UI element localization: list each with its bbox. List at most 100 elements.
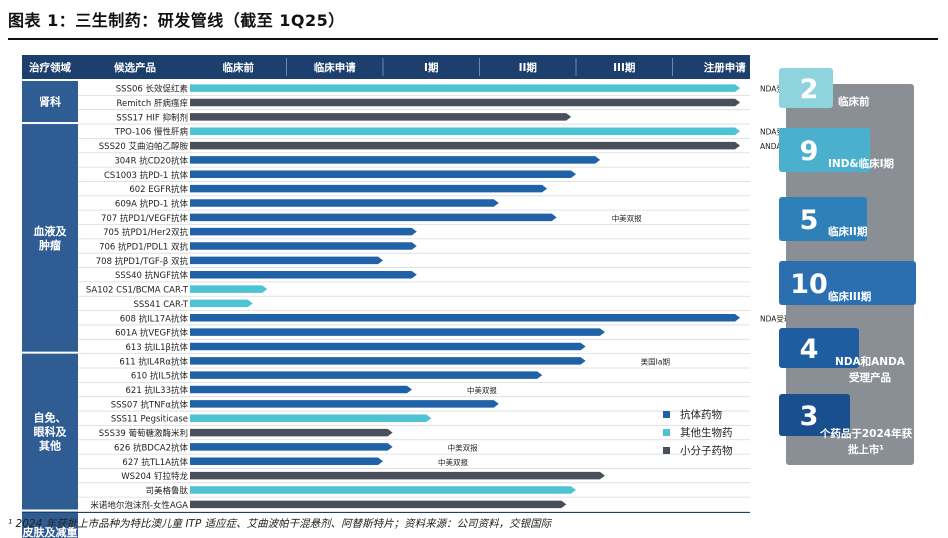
product-name: 613 抗IL1β抗体 [125, 342, 188, 353]
header-label: I期 [424, 61, 438, 74]
pipeline-bar [190, 457, 383, 466]
pipeline-bar [190, 443, 393, 451]
product-name: SSS07 抗TNFα抗体 [111, 399, 189, 410]
pipeline-bar [190, 270, 417, 279]
product-name: SSS17 HIF 抑制剂 [116, 112, 188, 123]
pipeline-bar [190, 170, 576, 179]
product-name: 司美格鲁肽 [145, 485, 188, 496]
product-name: CS1003 抗PD-1 抗体 [104, 170, 189, 181]
area-block [22, 353, 78, 510]
product-name: 601A 抗VEGF抗体 [115, 328, 188, 339]
product-name: SSS39 葡萄糖激酶米利 [99, 428, 188, 439]
pipeline-bar [190, 328, 605, 336]
product-name: 705 抗PD1/Her2双抗 [103, 227, 188, 238]
pipeline-bar [190, 285, 268, 293]
summary-tile [779, 394, 850, 436]
bar-annotation: 中美双报 [612, 213, 642, 223]
area-label: 肿瘤 [39, 238, 61, 252]
product-name: 304R 抗CD20抗体 [114, 155, 188, 166]
product-name: 602 EGFR抗体 [129, 184, 188, 195]
summary-number: 4 [800, 334, 819, 365]
legend-swatch [663, 447, 670, 454]
pipeline-bar [190, 113, 572, 121]
product-name: SSS11 Pegsiticase [111, 415, 188, 425]
product-name: 627 抗TL1A抗体 [122, 457, 188, 468]
product-name: 611 抗IL4Rα抗体 [119, 356, 188, 367]
area-block [22, 124, 78, 352]
product-name: 621 抗IL33抗体 [126, 385, 189, 396]
pipeline-bar [190, 400, 499, 408]
pipeline-bar [190, 227, 417, 236]
table-header [22, 55, 750, 79]
area-label: 肾科 [39, 95, 61, 109]
area-label: 眼科及 [34, 425, 68, 439]
summary-label: 临床II期 [828, 225, 867, 238]
summary-number: 9 [800, 136, 819, 167]
product-name: 609A 抗PD-1 抗体 [115, 198, 189, 209]
bar-annotation: 美国Ia期 [641, 356, 670, 366]
legend-label: 小分子药物 [680, 444, 733, 457]
summary-label: 临床III期 [828, 290, 871, 303]
summary-tile [779, 68, 833, 108]
pipeline-bar [190, 428, 393, 437]
pipeline-bar [190, 342, 586, 351]
product-name: WS204 钉拉特龙 [121, 471, 188, 482]
header-label: 临床申请 [314, 61, 356, 74]
bar-annotation: ANDA受理 [760, 141, 797, 151]
pipeline-bar [190, 84, 741, 92]
pipeline-bar [190, 314, 741, 322]
product-name: 608 抗IL17A抗体 [120, 313, 189, 324]
summary-label: 受理产品 [849, 371, 891, 384]
header-label: 候选产品 [114, 61, 156, 74]
product-name: 707 抗PD1/VEGF抗体 [101, 213, 189, 224]
footnote: ¹ 2024 年获批上市品种为特比澳儿童 ITP 适应症、艾曲波帕干混悬剂、阿替… [8, 518, 552, 530]
product-name: 706 抗PD1/PDL1 双抗 [99, 242, 188, 253]
bar-annotation: NDA受理 [760, 313, 792, 323]
title-rule [8, 38, 938, 40]
pipeline-bar [190, 385, 412, 394]
pipeline-bar [190, 414, 432, 422]
legend-label: 其他生物药 [680, 426, 733, 439]
pipeline-bar [190, 98, 741, 107]
product-name: SSS20 艾曲泊帕乙醇胺 [99, 141, 189, 152]
pipeline-bar [190, 256, 383, 265]
pipeline-bar [190, 184, 548, 193]
pipeline-bar [190, 141, 741, 150]
summary-number: 3 [800, 401, 819, 432]
product-name: TPO-106 慢性肝病 [114, 127, 189, 138]
summary-label: 临床前 [838, 95, 870, 108]
summary-tile [779, 328, 859, 368]
area-block [22, 511, 78, 538]
pipeline-bar [190, 127, 741, 135]
summary-label: IND&临床I期 [828, 157, 894, 170]
summary-number: 10 [790, 269, 828, 300]
area-label: 皮肤及减重 [22, 525, 78, 538]
product-name: SSS40 抗NGF抗体 [115, 270, 189, 281]
product-name: Remitch 肝病瘙痒 [117, 98, 189, 109]
area-label: 血液及 [34, 224, 68, 238]
header-label: 临床前 [223, 61, 255, 74]
bar-annotation: 中美双报 [448, 442, 478, 452]
pipeline-bar [190, 156, 601, 164]
area-label: 其他 [39, 439, 61, 453]
product-name: SA102 CS1/BCMA CAR-T [86, 286, 189, 296]
summary-label: 个药品于2024年获 [819, 427, 913, 440]
pipeline-bar [190, 500, 567, 509]
product-name: 626 抗BDCA2抗体 [114, 442, 188, 453]
product-name: SSS41 CAR-T [134, 300, 189, 310]
summary-label: 批上市¹ [848, 443, 884, 456]
pipeline-bar [190, 371, 543, 379]
pipeline-bar [190, 213, 557, 222]
pipeline-bar [190, 199, 499, 207]
pipeline-bar [190, 242, 417, 250]
summary-number: 2 [800, 74, 819, 105]
pipeline-bar [190, 486, 576, 494]
bar-annotation: NDA受理 [760, 84, 792, 94]
pipeline-bar [190, 299, 253, 308]
header-label: II期 [519, 61, 537, 74]
product-name: 610 抗IL5抗体 [131, 371, 189, 382]
header-label: 治疗领域 [29, 61, 71, 74]
header-label: III期 [613, 61, 635, 74]
header-label: 注册申请 [704, 61, 746, 74]
